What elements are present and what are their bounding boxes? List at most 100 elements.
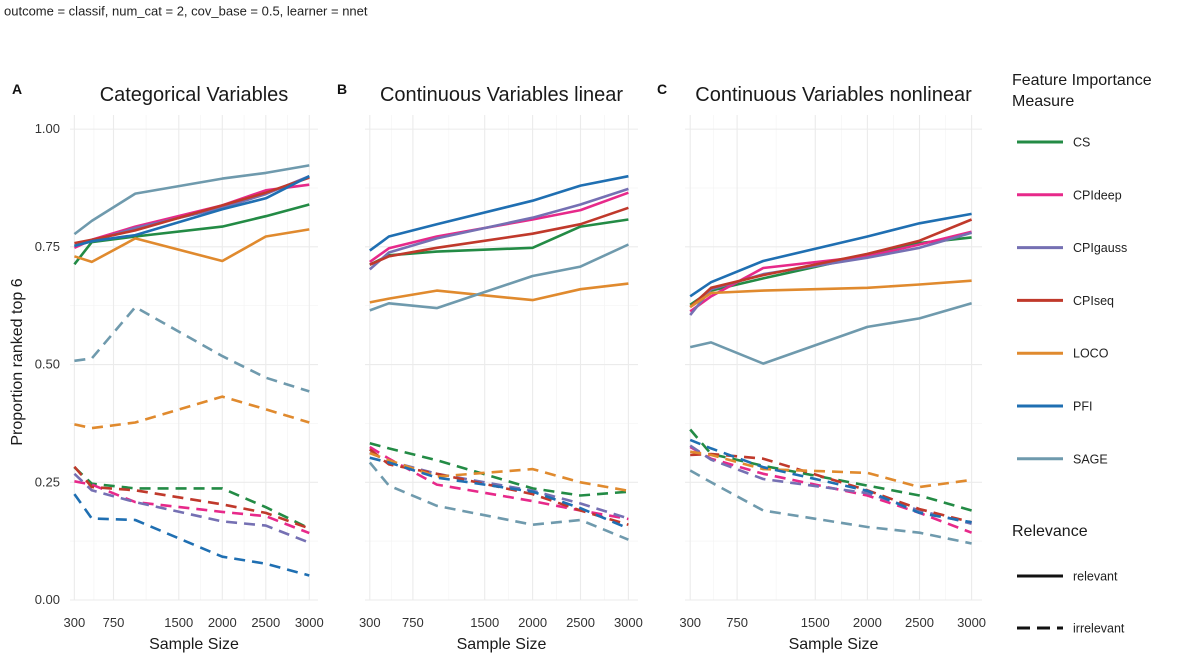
legend-label: LOCO xyxy=(1073,347,1109,361)
y-tick-label: 0.25 xyxy=(35,474,60,489)
legend-item-cpigauss: CPIgauss xyxy=(1017,241,1127,255)
x-tick-label: 2500 xyxy=(251,615,280,630)
legend-item-irrelevant: irrelevant xyxy=(1017,622,1125,636)
x-tick-label: 2500 xyxy=(905,615,934,630)
panel-title: Continuous Variables linear xyxy=(380,84,623,106)
panel-title: Continuous Variables nonlinear xyxy=(695,84,972,106)
x-tick-label: 2000 xyxy=(518,615,547,630)
x-tick-label: 300 xyxy=(679,615,701,630)
legend-item-relevant: relevant xyxy=(1017,570,1118,584)
x-tick-label: 1500 xyxy=(801,615,830,630)
series-line-cpideep-irrelevant xyxy=(369,445,629,521)
x-tick-label: 3000 xyxy=(295,615,324,630)
x-tick-label: 300 xyxy=(63,615,85,630)
figure-caption: outcome = classif, num_cat = 2, cov_base… xyxy=(4,4,368,19)
series-line-cpiseq-relevant xyxy=(369,206,629,266)
panel-c: C Continuous Variables nonlinear 300 750 150… xyxy=(657,81,986,653)
series-line-cpideep-relevant xyxy=(689,230,972,313)
legend-relevance-title: Relevance xyxy=(1012,523,1088,540)
series-line-cs-irrelevant xyxy=(369,441,629,497)
legend-label: CS xyxy=(1073,136,1090,150)
y-tick-label: 0.75 xyxy=(35,239,60,254)
series-line-pfi-relevant xyxy=(369,174,629,252)
series-line-pfi-irrelevant xyxy=(73,493,310,577)
y-axis-title: Proportion ranked top 6 xyxy=(9,278,26,445)
y-tick-label: 1.00 xyxy=(35,121,60,136)
legend-item-cpideep: CPIdeep xyxy=(1017,188,1122,202)
x-tick-label: 1500 xyxy=(470,615,499,630)
series-line-cpigauss-relevant xyxy=(689,231,972,316)
x-tick-label: 750 xyxy=(402,615,424,630)
legend-item-pfi: PFI xyxy=(1017,400,1092,414)
panel-letter: B xyxy=(337,81,347,97)
panels: A Categorical Variables 0.00 0.25 0.50 0.75 1.… xyxy=(12,81,986,653)
panel-a: A Categorical Variables 0.00 0.25 0.50 0.75 1.… xyxy=(12,81,324,653)
legend-measure-title-line2: Measure xyxy=(1012,93,1074,110)
legend-item-loco: LOCO xyxy=(1017,347,1109,361)
series-line-cpigauss-irrelevant xyxy=(73,472,310,544)
panel-b: B Continuous Variables linear 300 750 1500 20… xyxy=(337,81,643,653)
series-line-pfi-irrelevant xyxy=(689,438,972,524)
series-line-loco-irrelevant xyxy=(369,451,629,493)
x-tick-label: 1500 xyxy=(164,615,193,630)
series-line-sage-irrelevant xyxy=(368,461,629,541)
legend-label: CPIdeep xyxy=(1073,188,1122,202)
x-tick-label: 2500 xyxy=(566,615,595,630)
legend-label: SAGE xyxy=(1073,452,1108,466)
legend-relevance-items: relevant irrelevant xyxy=(1017,570,1125,636)
series-line-loco-relevant xyxy=(74,228,310,264)
x-axis-title: Sample Size xyxy=(457,636,547,653)
series-line-cpigauss-irrelevant xyxy=(369,451,629,520)
panel-letter: C xyxy=(657,81,667,97)
legend-measure-title-line1: Feature Importance xyxy=(1012,72,1152,89)
legend-label: relevant xyxy=(1073,570,1118,584)
series-line-cpiseq-irrelevant xyxy=(690,452,972,524)
x-tick-label: 750 xyxy=(103,615,125,630)
series-line-cpigauss-relevant xyxy=(368,187,629,271)
series-line-loco-relevant xyxy=(369,282,629,304)
legend: Feature Importance Measure CS CPIdeep CPIg… xyxy=(1012,72,1152,636)
series-line-sage-irrelevant xyxy=(74,305,310,393)
series-line-sage-relevant xyxy=(369,243,629,312)
series-line-loco-relevant xyxy=(689,279,972,309)
legend-item-cpiseq: CPIseq xyxy=(1017,294,1114,308)
panel-letter: A xyxy=(12,81,22,97)
x-tick-label: 2000 xyxy=(853,615,882,630)
series-line-cpideep-irrelevant xyxy=(74,480,310,535)
x-tick-label: 750 xyxy=(726,615,748,630)
y-tick-label: 0.50 xyxy=(35,357,60,372)
x-axis-title: Sample Size xyxy=(789,636,879,653)
series-line-sage-relevant xyxy=(73,164,310,236)
series-line-loco-irrelevant xyxy=(689,450,972,489)
series-line-pfi-relevant xyxy=(74,175,310,248)
legend-item-cs: CS xyxy=(1017,136,1090,150)
series-line-cpigauss-irrelevant xyxy=(689,444,972,525)
x-tick-label: 3000 xyxy=(614,615,643,630)
x-tick-label: 3000 xyxy=(957,615,986,630)
series-line-cpiseq-irrelevant xyxy=(73,465,310,530)
series-line-cs-irrelevant xyxy=(73,466,310,530)
legend-label: PFI xyxy=(1073,400,1092,414)
series-line-pfi-irrelevant xyxy=(369,456,629,530)
series-line-sage-relevant xyxy=(689,302,972,365)
y-tick-label: 0.00 xyxy=(35,592,60,607)
series-line-sage-irrelevant xyxy=(689,469,972,545)
series-line-cs-relevant xyxy=(73,203,310,266)
series-line-cpiseq-relevant xyxy=(74,176,310,245)
series-line-cpiseq-relevant xyxy=(689,218,973,309)
x-tick-label: 2000 xyxy=(208,615,237,630)
panel-title: Categorical Variables xyxy=(100,84,289,106)
series-line-cpiseq-irrelevant xyxy=(368,448,629,526)
x-axis-title: Sample Size xyxy=(149,636,239,653)
series-line-loco-irrelevant xyxy=(74,395,310,430)
series-line-cs-irrelevant xyxy=(689,428,972,512)
legend-item-sage: SAGE xyxy=(1017,452,1108,466)
series-line-pfi-relevant xyxy=(689,212,972,298)
x-tick-label: 300 xyxy=(359,615,381,630)
legend-measure-items: CS CPIdeep CPIgauss CPIseq LOCO PFI SAGE xyxy=(1017,136,1127,466)
legend-label: CPIgauss xyxy=(1073,241,1127,255)
legend-label: irrelevant xyxy=(1073,622,1125,636)
legend-label: CPIseq xyxy=(1073,294,1114,308)
series-line-cs-relevant xyxy=(689,236,972,306)
